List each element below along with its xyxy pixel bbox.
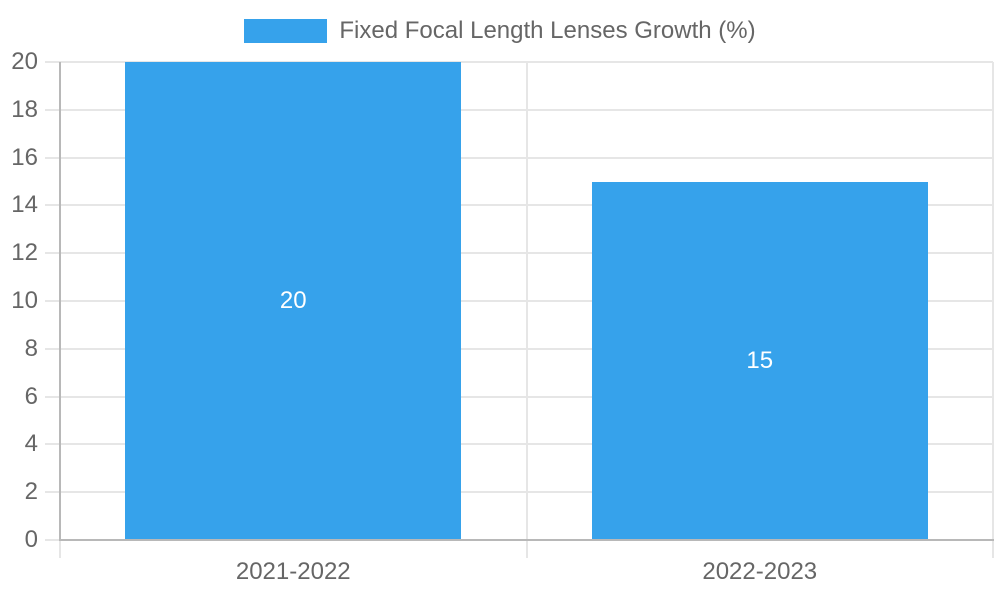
y-tick-label: 2 [24,478,38,506]
gridline-y-6 [45,395,993,398]
y-tick-label: 14 [11,191,38,219]
y-tick-label: 6 [24,382,38,410]
chart-legend[interactable]: Fixed Focal Length Lenses Growth (%) [0,18,1000,44]
gridline-y-10 [45,300,993,302]
y-tick-label: 20 [11,48,38,75]
gridline-y-2 [45,491,993,494]
legend-label: Fixed Focal Length Lenses Growth (%) [339,17,756,44]
y-tick-label: 4 [24,430,38,458]
gridline-y-16 [45,156,993,159]
gridline-y-12 [45,252,993,255]
x-tick-label: 2021-2022 [235,558,351,585]
category-boundary-1 [525,62,528,558]
y-tick-label: 8 [24,334,38,362]
y-tick-label: 0 [24,526,38,553]
y-tick-label: 18 [11,95,38,123]
gridline-y-8 [45,347,993,350]
bar-value-label: 20 [279,287,307,314]
legend-swatch-icon [244,19,328,43]
gridline-y-14 [45,204,993,207]
y-tick-label: 12 [11,239,38,267]
gridline-y-4 [45,443,993,446]
bar-value-label: 15 [746,346,774,374]
gridline-y-20 [45,61,993,63]
bar-2021-2022[interactable] [125,62,462,540]
category-boundary-2 [992,62,994,558]
y-tick-label: 16 [11,143,38,171]
bar-2022-2023[interactable] [591,181,928,540]
x-axis-line [59,539,994,541]
y-tick-label: 10 [11,287,38,314]
gridline-y-18 [45,108,993,111]
y-axis-line [59,62,61,540]
x-tick-label: 2022-2023 [702,558,818,585]
